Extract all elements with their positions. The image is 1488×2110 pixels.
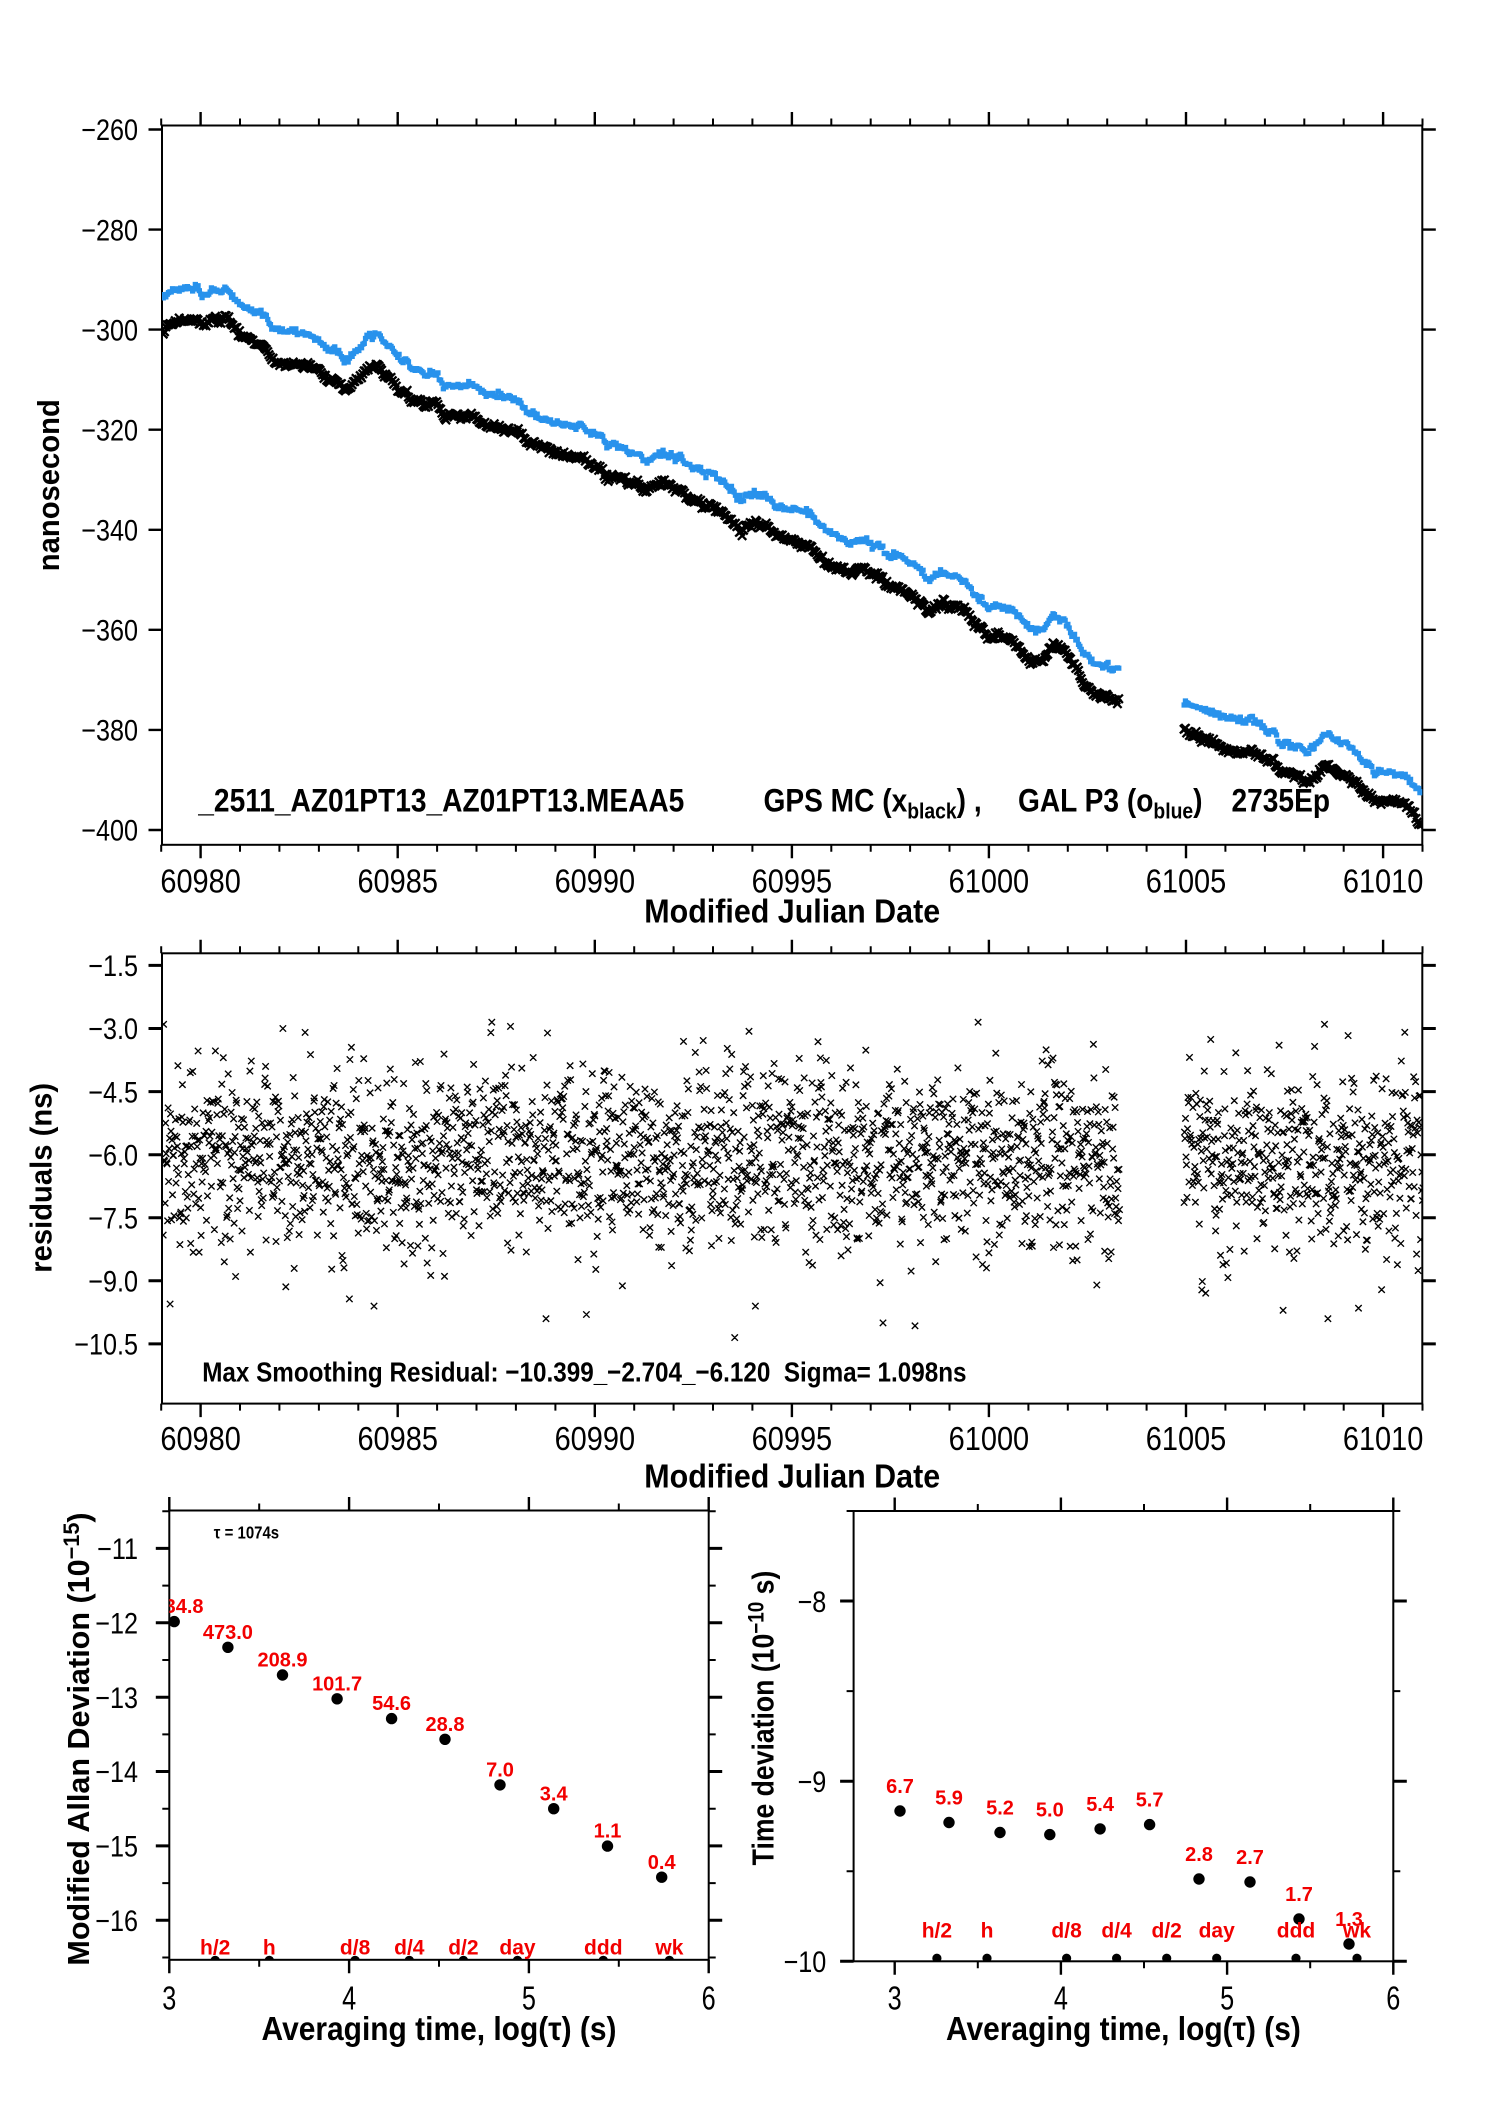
svg-text:ddd: ddd — [1277, 1920, 1315, 1943]
svg-text:4: 4 — [1054, 1980, 1068, 2017]
svg-text:−10.5: −10.5 — [74, 1328, 138, 1362]
svg-text:−15: −15 — [95, 1830, 138, 1864]
svg-text:d/8: d/8 — [1051, 1920, 1082, 1943]
svg-text:h: h — [263, 1937, 276, 1960]
svg-text:1.1: 1.1 — [594, 1821, 622, 1843]
svg-text:−12: −12 — [95, 1606, 138, 1640]
svg-text:−16: −16 — [95, 1904, 138, 1938]
svg-text:Modified Allan Deviation (10−1: Modified Allan Deviation (10−15) — [59, 1512, 96, 1965]
svg-text:6: 6 — [1386, 1980, 1400, 2017]
svg-text:−9: −9 — [798, 1765, 827, 1799]
svg-text:−260: −260 — [81, 113, 138, 147]
svg-text:−400: −400 — [81, 814, 138, 848]
svg-text:h/2: h/2 — [200, 1937, 230, 1960]
svg-text:1.7: 1.7 — [1285, 1884, 1313, 1906]
svg-text:3: 3 — [162, 1980, 176, 2017]
svg-text:ddd: ddd — [584, 1937, 622, 1960]
svg-text:day: day — [1199, 1920, 1236, 1943]
svg-text:208.9: 208.9 — [257, 1650, 307, 1672]
svg-text:Averaging time, log(τ) (s): Averaging time, log(τ) (s) — [946, 2010, 1301, 2048]
svg-text:5: 5 — [522, 1980, 536, 2017]
svg-text:d/4: d/4 — [394, 1937, 425, 1960]
svg-text:2.8: 2.8 — [1185, 1844, 1213, 1866]
svg-text:60995: 60995 — [752, 863, 832, 900]
svg-text:−1.5: −1.5 — [88, 949, 138, 983]
svg-text:5.2: 5.2 — [986, 1797, 1014, 1819]
svg-text:61005: 61005 — [1146, 1420, 1226, 1457]
svg-text:h: h — [981, 1920, 994, 1943]
svg-text:60985: 60985 — [357, 1420, 437, 1457]
svg-text:5.7: 5.7 — [1136, 1790, 1164, 1812]
svg-text:residuals (ns): residuals (ns) — [25, 1083, 59, 1273]
svg-text:GPS MC (xblack) ,: GPS MC (xblack) , — [764, 784, 982, 824]
svg-text:1.3: 1.3 — [1335, 1909, 1363, 1931]
svg-text:34.8: 34.8 — [165, 1596, 204, 1618]
svg-text:61000: 61000 — [949, 863, 1029, 900]
svg-text:60980: 60980 — [160, 863, 240, 900]
svg-text:3.4: 3.4 — [540, 1783, 569, 1805]
svg-text:61000: 61000 — [949, 1420, 1029, 1457]
svg-text:−320: −320 — [81, 413, 138, 447]
svg-text:60985: 60985 — [357, 863, 437, 900]
svg-text:−300: −300 — [81, 313, 138, 347]
svg-text:101.7: 101.7 — [312, 1673, 362, 1695]
svg-text:4: 4 — [342, 1980, 356, 2017]
svg-text:Modified Julian Date: Modified Julian Date — [644, 1457, 940, 1494]
svg-text:τ = 1074s: τ = 1074s — [214, 1523, 279, 1542]
svg-text:6.7: 6.7 — [886, 1776, 914, 1798]
svg-text:d/8: d/8 — [340, 1937, 371, 1960]
svg-text:2735Ep: 2735Ep — [1232, 784, 1330, 819]
svg-text:_2511_AZ01PT13_AZ01PT13.MEAA5: _2511_AZ01PT13_AZ01PT13.MEAA5 — [197, 784, 684, 819]
svg-text:60990: 60990 — [555, 863, 635, 900]
svg-text:5.0: 5.0 — [1036, 1800, 1064, 1822]
svg-text:d/2: d/2 — [1152, 1920, 1182, 1943]
svg-text:day: day — [499, 1937, 536, 1960]
svg-text:−11: −11 — [97, 1532, 138, 1566]
svg-text:Averaging time, log(τ) (s): Averaging time, log(τ) (s) — [262, 2010, 617, 2048]
svg-text:−3.0: −3.0 — [88, 1012, 138, 1046]
svg-text:−280: −280 — [81, 213, 138, 247]
svg-text:h/2: h/2 — [922, 1920, 952, 1943]
svg-text:d/4: d/4 — [1101, 1920, 1132, 1943]
svg-text:54.6: 54.6 — [372, 1693, 411, 1715]
svg-text:3: 3 — [888, 1980, 902, 2017]
svg-text:−6.0: −6.0 — [88, 1138, 138, 1172]
svg-text:7.0: 7.0 — [486, 1760, 514, 1782]
svg-text:−340: −340 — [81, 513, 138, 547]
svg-text:nanosecond: nanosecond — [32, 399, 66, 571]
svg-text:−380: −380 — [81, 714, 138, 748]
svg-text:61010: 61010 — [1343, 863, 1423, 900]
svg-text:wk: wk — [654, 1937, 683, 1960]
svg-text:−10: −10 — [784, 1945, 827, 1979]
svg-text:473.0: 473.0 — [203, 1622, 253, 1644]
svg-text:−360: −360 — [81, 613, 138, 647]
svg-text:−8: −8 — [798, 1585, 827, 1619]
svg-text:60980: 60980 — [160, 1420, 240, 1457]
svg-text:6: 6 — [702, 1980, 716, 2017]
svg-text:28.8: 28.8 — [426, 1714, 465, 1736]
svg-text:0.4: 0.4 — [648, 1852, 677, 1874]
svg-text:2.7: 2.7 — [1236, 1847, 1264, 1869]
svg-text:d/2: d/2 — [448, 1937, 478, 1960]
svg-text:Max Smoothing Residual: −10.39: Max Smoothing Residual: −10.399_−2.704_−… — [202, 1356, 966, 1388]
svg-text:60995: 60995 — [752, 1420, 832, 1457]
svg-text:wk: wk — [1342, 1920, 1371, 1943]
svg-text:61010: 61010 — [1343, 1420, 1423, 1457]
svg-text:5.9: 5.9 — [935, 1787, 963, 1809]
svg-text:−4.5: −4.5 — [88, 1075, 138, 1109]
svg-text:−9.0: −9.0 — [88, 1264, 138, 1298]
svg-text:60990: 60990 — [555, 1420, 635, 1457]
svg-text:−14: −14 — [95, 1755, 138, 1789]
svg-text:−13: −13 — [95, 1681, 138, 1715]
svg-text:Modified Julian Date: Modified Julian Date — [644, 892, 940, 929]
svg-text:5: 5 — [1220, 1980, 1234, 2017]
svg-text:−7.5: −7.5 — [88, 1201, 138, 1235]
svg-text:5.4: 5.4 — [1086, 1794, 1115, 1816]
svg-text:61005: 61005 — [1146, 863, 1226, 900]
